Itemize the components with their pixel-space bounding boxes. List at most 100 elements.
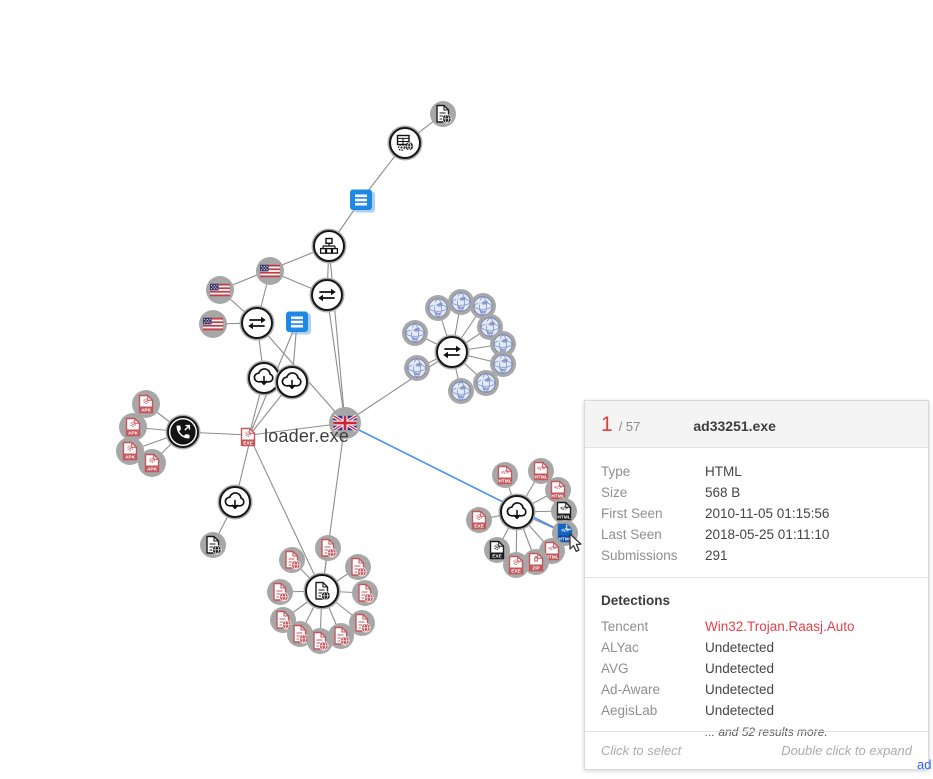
svg-text:HTML: HTML — [498, 478, 511, 484]
attribute-value: HTML — [705, 464, 742, 479]
detection-result: Undetected — [705, 661, 775, 676]
attribute-row: Last Seen 2018-05-25 01:11:10 — [601, 524, 912, 545]
attribute-label: Last Seen — [601, 527, 662, 542]
domain-node[interactable] — [470, 293, 496, 319]
html-file-node[interactable]: </> HTML — [545, 477, 571, 503]
apk-file-node[interactable]: APK — [132, 390, 160, 418]
svg-text:APK: APK — [141, 407, 152, 413]
url-file-node[interactable] — [345, 554, 371, 580]
download-node[interactable] — [246, 360, 282, 396]
redirect-node[interactable] — [309, 277, 345, 313]
svg-text:APK: APK — [125, 454, 136, 460]
domain-node[interactable] — [448, 289, 474, 315]
node-filename: ad33251.exe — [693, 418, 776, 434]
exe-file-node[interactable]: EXE — [484, 537, 510, 563]
zip-file-node[interactable]: ZIP — [523, 549, 549, 575]
us-ip-node[interactable] — [256, 257, 284, 285]
svg-text:HTML: HTML — [557, 514, 570, 520]
download-hub-node[interactable] — [498, 493, 536, 531]
url-file-node[interactable] — [267, 579, 293, 605]
svg-text:HTML: HTML — [551, 493, 564, 499]
uk-ip-node[interactable] — [329, 407, 361, 439]
phone-node[interactable] — [165, 414, 201, 450]
download-node[interactable] — [274, 364, 310, 400]
detection-result: Undetected — [705, 682, 775, 697]
partial-filename-link[interactable]: ad — [917, 757, 932, 772]
node-detail-panel[interactable]: 1 / 57 ad33251.exe Type HTML Size 568 B … — [584, 400, 929, 770]
svg-text:</>: </> — [537, 466, 545, 472]
detection-result: Undetected — [705, 703, 775, 718]
panel-header: 1 / 57 ad33251.exe — [585, 401, 928, 448]
node-index-total: / 57 — [618, 419, 641, 434]
html-file-node[interactable]: </> HTML — [492, 462, 518, 488]
engine-label: Tencent — [601, 619, 649, 634]
attributes-section: Type HTML Size 568 B First Seen 2010-11-… — [585, 448, 928, 577]
redirect-hub-node[interactable] — [434, 334, 470, 370]
svg-text:</>: </> — [548, 546, 556, 552]
svg-text:APK: APK — [128, 430, 139, 436]
engine-label: AVG — [601, 661, 629, 676]
detection-list-node[interactable] — [286, 311, 311, 335]
detection-row: Ad-Aware Undetected — [601, 679, 912, 700]
domain-node[interactable] — [404, 355, 430, 381]
url-file-node[interactable] — [352, 580, 378, 606]
url-file-node[interactable] — [307, 628, 333, 654]
html-file-node[interactable]: </> HTML — [528, 458, 554, 484]
attribute-value: 2018-05-25 01:11:10 — [705, 527, 830, 542]
detections-section: Detections Tencent Win32.Trojan.Raasj.Au… — [585, 577, 928, 753]
domain-node[interactable] — [477, 314, 503, 340]
sitemap-node[interactable] — [311, 228, 347, 264]
redirect-node[interactable] — [239, 305, 275, 341]
domain-node[interactable] — [448, 378, 474, 404]
engine-label: ALYac — [601, 640, 639, 655]
mouse-cursor — [569, 533, 582, 552]
attribute-label: Size — [601, 485, 628, 500]
url-file-node[interactable] — [315, 535, 341, 561]
engine-label: Ad-Aware — [601, 682, 661, 697]
svg-text:</>: </> — [561, 528, 569, 534]
detection-row: AVG Undetected — [601, 658, 912, 679]
url-file-node[interactable] — [430, 101, 456, 127]
url-file-node[interactable] — [328, 623, 354, 649]
attribute-value: 568 B — [705, 485, 741, 500]
attribute-label: First Seen — [601, 506, 663, 521]
svg-text:ZIP: ZIP — [532, 565, 540, 571]
engine-label: AegisLab — [601, 703, 658, 718]
us-ip-node[interactable] — [206, 276, 234, 304]
loader-exe-node[interactable]: EXE — [240, 427, 256, 447]
download-node[interactable] — [217, 484, 253, 520]
hint-double-click-to-expand: Double click to expand — [781, 743, 912, 758]
us-ip-node[interactable] — [199, 310, 227, 338]
url-file-node[interactable] — [287, 621, 313, 647]
detection-result: Undetected — [705, 640, 775, 655]
attribute-row: Size 568 B — [601, 482, 912, 503]
apk-file-node[interactable]: APK — [138, 449, 166, 477]
exe-file-node[interactable]: EXE — [503, 552, 529, 578]
domain-node[interactable] — [402, 320, 428, 346]
domain-node[interactable] — [425, 295, 451, 321]
url-file-node[interactable] — [349, 610, 375, 636]
domain-node[interactable] — [490, 351, 516, 377]
url-hub-node[interactable] — [303, 572, 341, 610]
svg-text:HTML: HTML — [534, 474, 547, 480]
apk-file-node[interactable]: APK — [116, 437, 144, 465]
detection-row: Tencent Win32.Trojan.Raasj.Auto — [601, 616, 912, 637]
svg-text:HTML: HTML — [545, 554, 558, 560]
exe-file-node[interactable]: EXE — [466, 507, 492, 533]
url-file-node[interactable] — [200, 532, 226, 558]
domain-service-node[interactable] — [387, 125, 423, 161]
svg-text:</>: </> — [554, 485, 562, 491]
detections-title: Detections — [601, 593, 671, 608]
domain-node[interactable] — [473, 370, 499, 396]
apk-file-node[interactable]: APK — [119, 413, 147, 441]
node-index: 1 — [601, 413, 613, 436]
detection-list-node[interactable] — [350, 189, 375, 213]
detection-result: Win32.Trojan.Raasj.Auto — [705, 619, 855, 634]
html-file-node[interactable]: </> HTML — [551, 498, 577, 524]
node-label-loader-exe: loader.exe — [264, 426, 350, 446]
url-file-node[interactable] — [279, 547, 305, 573]
svg-text:EXE: EXE — [474, 523, 484, 529]
attribute-row: Type HTML — [601, 461, 912, 482]
